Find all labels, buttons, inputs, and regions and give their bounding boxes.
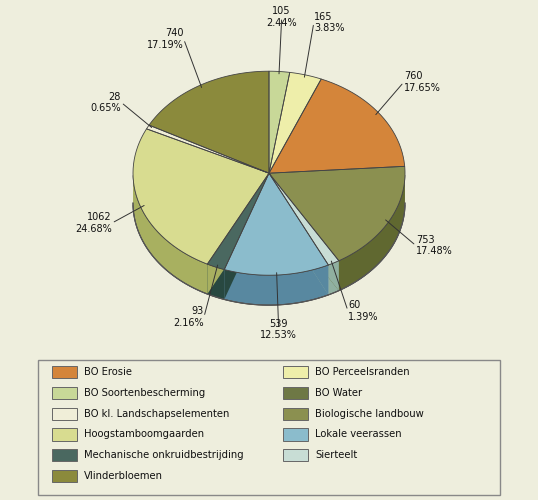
Polygon shape — [269, 173, 339, 290]
Text: 105
2.44%: 105 2.44% — [266, 6, 297, 28]
Text: 760
17.65%: 760 17.65% — [404, 72, 441, 93]
Bar — [52, 366, 77, 378]
Text: BO Perceelsranden: BO Perceelsranden — [315, 367, 410, 377]
Polygon shape — [269, 72, 321, 173]
Text: 93
2.16%: 93 2.16% — [173, 306, 204, 328]
Polygon shape — [339, 176, 405, 290]
Bar — [283, 366, 308, 378]
Text: 753
17.48%: 753 17.48% — [416, 235, 453, 256]
Text: BO Erosie: BO Erosie — [84, 367, 132, 377]
Text: Hoogstamboomgaarden: Hoogstamboomgaarden — [84, 430, 204, 440]
Polygon shape — [224, 173, 269, 300]
Polygon shape — [207, 173, 269, 270]
Text: BO Water: BO Water — [315, 388, 363, 398]
Text: Sierteelt: Sierteelt — [315, 450, 358, 460]
Text: 165
3.83%: 165 3.83% — [314, 12, 344, 34]
Polygon shape — [224, 173, 328, 275]
Text: 28
0.65%: 28 0.65% — [90, 92, 121, 113]
Polygon shape — [269, 173, 339, 265]
Bar — [52, 408, 77, 420]
Bar — [52, 428, 77, 440]
Text: 60
1.39%: 60 1.39% — [348, 300, 378, 322]
Text: Lokale veerassen: Lokale veerassen — [315, 430, 402, 440]
Polygon shape — [269, 79, 405, 173]
Polygon shape — [269, 71, 290, 173]
Text: 539
12.53%: 539 12.53% — [260, 318, 297, 340]
Text: Vlinderbloemen: Vlinderbloemen — [84, 471, 163, 481]
Text: Mechanische onkruidbestrijding: Mechanische onkruidbestrijding — [84, 450, 244, 460]
Bar — [283, 428, 308, 440]
Polygon shape — [207, 264, 224, 300]
Text: BO kl. Landschapselementen: BO kl. Landschapselementen — [84, 408, 229, 418]
Bar — [52, 470, 77, 482]
Bar — [283, 449, 308, 462]
Polygon shape — [224, 173, 269, 300]
Bar — [52, 387, 77, 399]
Polygon shape — [149, 71, 269, 173]
Polygon shape — [269, 173, 339, 290]
Text: Biologische landbouw: Biologische landbouw — [315, 408, 424, 418]
Polygon shape — [224, 265, 328, 305]
Bar — [283, 387, 308, 399]
Polygon shape — [269, 173, 328, 295]
Polygon shape — [133, 176, 207, 294]
Polygon shape — [146, 125, 269, 173]
Text: BO Soortenbescherming: BO Soortenbescherming — [84, 388, 205, 398]
Bar — [283, 408, 308, 420]
Polygon shape — [328, 260, 339, 295]
Polygon shape — [207, 173, 269, 294]
Polygon shape — [133, 129, 269, 264]
Polygon shape — [207, 173, 269, 294]
Text: 740
17.19%: 740 17.19% — [147, 28, 183, 50]
Bar — [52, 449, 77, 462]
Text: 1062
24.68%: 1062 24.68% — [75, 212, 112, 234]
Polygon shape — [269, 166, 405, 260]
Polygon shape — [269, 173, 328, 295]
